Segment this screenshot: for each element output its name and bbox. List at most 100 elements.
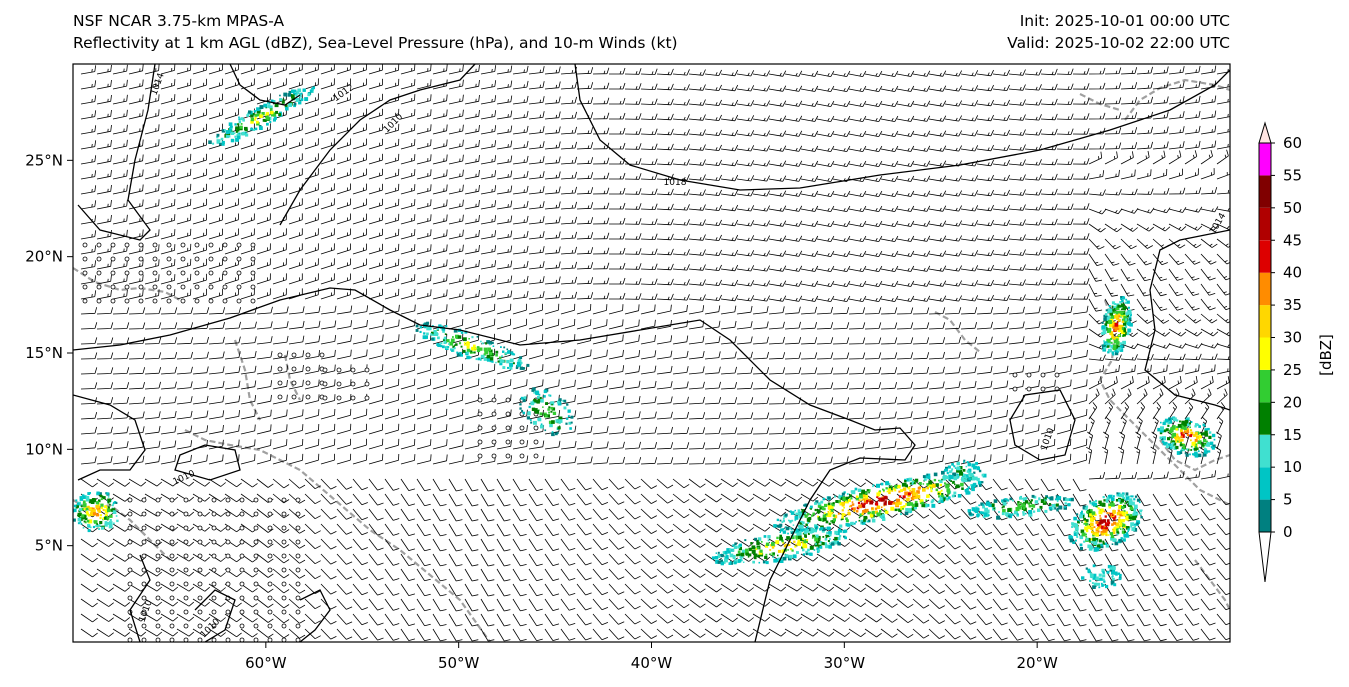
wind-barb <box>352 108 367 120</box>
wind-barb <box>1040 306 1057 315</box>
wind-barb <box>592 493 609 506</box>
reflectivity-echo <box>843 535 845 538</box>
wind-barb <box>736 366 753 375</box>
wind-barb <box>944 190 963 197</box>
wind-barb <box>608 598 625 610</box>
wind-barb <box>864 100 883 107</box>
reflectivity-echo <box>1098 525 1102 529</box>
wind-barb <box>609 172 626 180</box>
reflectivity-echo <box>773 545 776 547</box>
reflectivity-echo <box>101 526 104 530</box>
wind-barb <box>768 538 787 547</box>
wind-barb <box>672 249 690 256</box>
wind-barb <box>1072 438 1088 450</box>
calm-circle <box>267 539 273 545</box>
reflectivity-echo <box>779 536 783 541</box>
wind-barb <box>624 350 641 360</box>
wind-barb <box>448 139 464 150</box>
reflectivity-echo <box>809 505 813 509</box>
wind-barb <box>992 351 1009 360</box>
wind-barb <box>848 397 866 405</box>
wind-barb <box>256 478 274 488</box>
reflectivity-echo <box>1125 492 1129 496</box>
wind-barb <box>896 568 914 579</box>
reflectivity-echo <box>238 118 241 121</box>
reflectivity-echo <box>1092 516 1096 521</box>
wind-barb <box>160 366 177 375</box>
wind-barb <box>1104 628 1119 642</box>
reflectivity-echo <box>962 479 966 483</box>
reflectivity-echo <box>294 98 297 101</box>
wind-barb <box>368 258 383 270</box>
wind-barb <box>1088 583 1103 597</box>
reflectivity-echo <box>876 492 881 497</box>
wind-barb <box>528 276 545 285</box>
wind-barb <box>368 478 384 491</box>
wind-barb <box>1072 143 1090 150</box>
wind-barb <box>288 138 303 150</box>
reflectivity-echo <box>300 98 304 102</box>
reflectivity-echo <box>1113 339 1118 344</box>
reflectivity-echo <box>757 546 760 550</box>
calm-circle <box>533 453 539 459</box>
reflectivity-echo <box>974 476 978 481</box>
wind-barb <box>736 70 755 77</box>
wind-barb <box>384 408 399 420</box>
wind-barb <box>160 199 176 210</box>
wind-barb <box>944 410 961 420</box>
wind-barb <box>208 64 223 75</box>
wind-barb <box>368 583 384 596</box>
calm-circle <box>138 256 144 262</box>
calm-circle <box>183 567 189 573</box>
wind-barb <box>160 154 176 165</box>
wind-barb <box>768 382 786 390</box>
reflectivity-echo <box>744 539 747 542</box>
wind-barb <box>816 85 835 92</box>
reflectivity-echo <box>1034 500 1039 504</box>
wind-barb <box>720 84 739 92</box>
wind-barb <box>368 138 383 150</box>
wind-barb <box>960 336 977 345</box>
wind-barb <box>800 115 819 122</box>
wind-barb <box>224 321 241 330</box>
reflectivity-echo <box>1127 306 1130 309</box>
reflectivity-echo <box>834 536 838 541</box>
wind-barb <box>256 321 273 330</box>
reflectivity-echo <box>1180 438 1184 442</box>
wind-barb <box>1168 353 1186 361</box>
reflectivity-echo <box>720 554 724 558</box>
wind-barb <box>192 613 210 622</box>
wind-barb <box>400 79 416 90</box>
wind-barb <box>704 279 722 286</box>
wind-barb <box>928 235 947 242</box>
wind-barb <box>1184 353 1202 361</box>
reflectivity-echo <box>221 142 225 146</box>
wind-barb <box>1200 206 1219 213</box>
calm-circle <box>166 270 172 276</box>
reflectivity-echo <box>1103 529 1106 531</box>
reflectivity-echo <box>1001 499 1005 503</box>
wind-barb <box>704 159 722 166</box>
reflectivity-echo <box>795 543 797 546</box>
wind-barb <box>784 352 802 360</box>
wind-barb <box>352 213 367 225</box>
wind-barb <box>432 94 448 105</box>
wind-barb <box>512 508 527 522</box>
wind-barb <box>288 258 303 270</box>
reflectivity-echo <box>1076 530 1079 533</box>
reflectivity-echo <box>1031 494 1035 498</box>
calm-circle <box>211 581 217 587</box>
reflectivity-echo <box>1125 298 1128 301</box>
wind-barb <box>144 307 162 315</box>
calm-circle <box>211 511 217 517</box>
reflectivity-echo <box>729 553 734 558</box>
wind-barb <box>609 292 626 300</box>
wind-barb <box>1216 298 1230 311</box>
wind-barb <box>912 553 930 564</box>
reflectivity-echo <box>87 529 91 533</box>
wind-barb <box>176 583 195 592</box>
reflectivity-echo <box>238 132 241 135</box>
reflectivity-echo <box>1070 497 1074 502</box>
reflectivity-echo <box>904 491 908 496</box>
wind-barb <box>896 160 915 167</box>
